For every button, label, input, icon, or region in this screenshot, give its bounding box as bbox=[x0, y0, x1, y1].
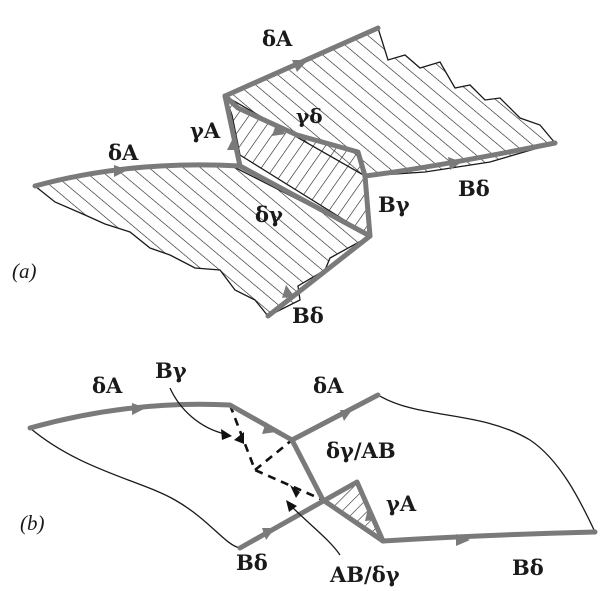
edge-b-left-dA bbox=[27, 401, 386, 544]
arrowhead-b-gA bbox=[365, 508, 375, 521]
panel-label-b: (b) bbox=[20, 511, 45, 535]
arrowhead-a-gd bbox=[272, 124, 286, 136]
label-b-right-Bd: Bδ bbox=[512, 555, 544, 580]
panel-a: δA δA γA γδ δγ Bγ Bδ Bδ (a) bbox=[12, 25, 558, 328]
callout-b-AB-dg-head bbox=[286, 500, 297, 512]
arrowhead-b-left-dA bbox=[132, 403, 146, 415]
edge-b-right-dA bbox=[289, 392, 381, 443]
arrowhead-b-dg bbox=[262, 422, 276, 434]
label-b-right-dA: δA bbox=[313, 373, 344, 398]
callout-b-Bg-head bbox=[221, 429, 232, 440]
edge-a-gA bbox=[222, 93, 243, 169]
label-a-gA: γA bbox=[190, 118, 221, 143]
callout-b-AB-dg bbox=[289, 504, 341, 556]
label-a-Bg: Bγ bbox=[378, 192, 410, 217]
panel-label-a: (a) bbox=[12, 259, 37, 283]
sheet-b-left-outline bbox=[29, 427, 241, 549]
edge-b-left-Bd bbox=[237, 479, 386, 551]
edge-a-right-Bd bbox=[362, 140, 558, 179]
arrowhead-a-right-Bd bbox=[448, 157, 462, 170]
label-b-left-Bd: Bδ bbox=[236, 550, 268, 575]
label-b-Bg: Bγ bbox=[155, 358, 187, 383]
label-a-gd: γδ bbox=[296, 104, 323, 128]
arrowhead-b-left-Bd bbox=[262, 528, 275, 540]
sheet-b-right-outline bbox=[377, 394, 596, 533]
arrowhead-b-right-Bd bbox=[456, 534, 470, 546]
label-a-left-dA: δA bbox=[108, 140, 139, 165]
label-a-top-dA: δA bbox=[262, 26, 293, 51]
arrowhead-a-bottom-Bd bbox=[282, 285, 294, 298]
edge-a-left-dA bbox=[32, 162, 243, 189]
dash-b-2 bbox=[254, 438, 293, 472]
label-b-gA: γA bbox=[386, 491, 417, 516]
arrowhead-b-right-dA bbox=[340, 410, 352, 421]
dash-b-1 bbox=[228, 404, 324, 502]
edge-a-Bg bbox=[362, 173, 373, 239]
edge-a-fold-diag bbox=[237, 163, 373, 239]
arrowhead-a-left-dA bbox=[114, 165, 128, 177]
label-b-AB-dg: AB/δγ bbox=[329, 562, 400, 587]
arrowhead-b-dash-2 bbox=[290, 485, 300, 498]
edge-a-fold-top bbox=[222, 93, 368, 179]
edge-a-bottom-Bd bbox=[265, 233, 373, 319]
label-a-dg: δγ bbox=[255, 202, 283, 227]
label-a-bottom-Bd: Bδ bbox=[292, 303, 324, 328]
label-a-right-Bd: Bδ bbox=[458, 176, 490, 201]
arrowhead-a-gA bbox=[227, 138, 240, 150]
label-b-left-dA: δA bbox=[92, 373, 123, 398]
callout-b-Bg bbox=[169, 387, 226, 435]
label-b-dg-AB: δγ/AB bbox=[326, 438, 396, 463]
panel-b: δA Bγ δA δγ/AB γA Bδ AB/δγ Bδ (b) bbox=[20, 358, 598, 587]
edge-b-right-Bd bbox=[380, 529, 598, 544]
arrowhead-a-top-dA bbox=[292, 60, 308, 72]
arrowhead-b-dash-1 bbox=[234, 432, 244, 444]
